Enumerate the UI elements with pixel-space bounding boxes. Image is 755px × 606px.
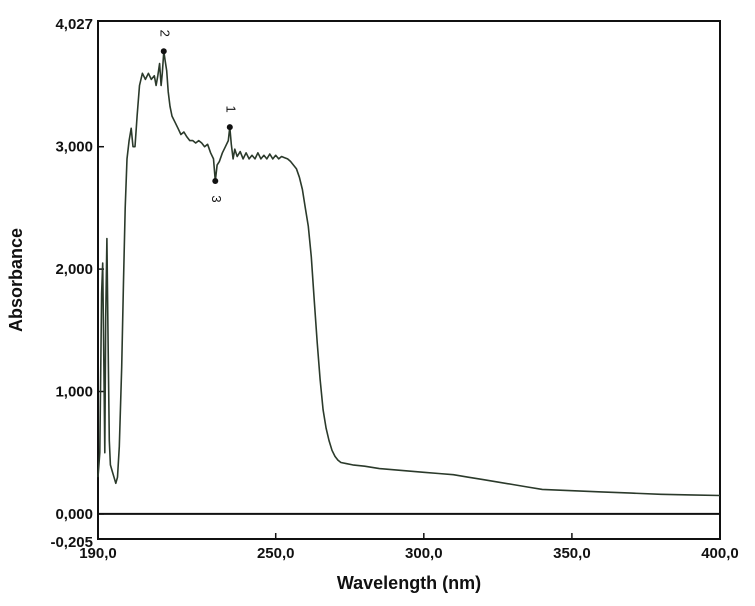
- peak-label: 2: [157, 30, 172, 37]
- y-tick-label: -0,205: [50, 534, 93, 551]
- x-tick-label: 250,0: [257, 545, 295, 562]
- x-tick-label: 400,0: [701, 545, 739, 562]
- x-axis-title: Wavelength (nm): [337, 573, 481, 593]
- x-tick-label: 190,0: [79, 545, 117, 562]
- y-tick-label: 2,000: [55, 261, 93, 278]
- y-tick-label: 3,000: [55, 139, 93, 156]
- x-tick-label: 300,0: [405, 545, 443, 562]
- x-tick-label: 350,0: [553, 545, 591, 562]
- y-tick-label: 1,000: [55, 384, 93, 401]
- peak-label: 3: [209, 195, 224, 202]
- peak-marker: [226, 124, 233, 131]
- peak-annotations: 2 1 3: [157, 30, 238, 203]
- peak-marker: [212, 177, 219, 184]
- peak-marker: [160, 48, 167, 55]
- y-axis-title: Absorbance: [6, 228, 26, 332]
- series-line-absorbance: [97, 50, 721, 497]
- y-axis-ticks: 4,027 3,000 2,000 1,000 0,000 -0,205: [50, 16, 104, 551]
- peak-label: 1: [223, 106, 238, 113]
- plot-frame: [97, 20, 721, 540]
- x-axis-ticks: 190,0 250,0 300,0 350,0 400,0: [79, 533, 739, 562]
- y-tick-label: 0,000: [55, 506, 93, 523]
- y-tick-label: 4,027: [55, 16, 93, 33]
